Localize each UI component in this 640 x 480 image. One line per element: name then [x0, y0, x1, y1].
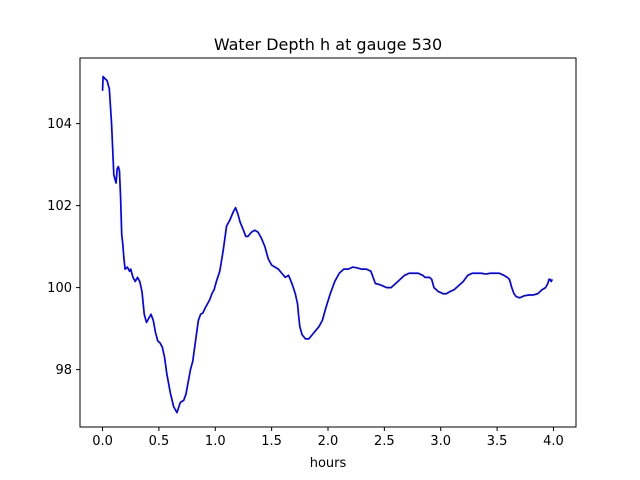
x-axis: 0.0 0.5 1.0 1.5 2.0 2.5 3.0 3.5 4.0 — [92, 427, 564, 449]
x-tick-label: 0.0 — [92, 434, 113, 449]
y-tick-label: 102 — [47, 199, 72, 214]
y-tick-label: 98 — [55, 363, 72, 378]
x-tick-label: 2.0 — [318, 434, 339, 449]
x-tick-label: 3.0 — [430, 434, 451, 449]
x-axis-label: hours — [310, 456, 347, 471]
x-tick-label: 4.0 — [543, 434, 564, 449]
plot-area — [101, 75, 554, 414]
y-tick-label: 104 — [47, 117, 72, 132]
x-tick-label: 0.5 — [149, 434, 170, 449]
x-tick-label: 1.5 — [261, 434, 282, 449]
chart-title: Water Depth h at gauge 530 — [214, 35, 442, 54]
y-tick-label: 100 — [47, 281, 72, 296]
series-line-0 — [101, 75, 554, 414]
x-tick-label: 3.5 — [487, 434, 508, 449]
x-tick-label: 1.0 — [205, 434, 226, 449]
x-tick-label: 2.5 — [374, 434, 395, 449]
y-axis: 98 100 102 104 — [47, 117, 80, 378]
